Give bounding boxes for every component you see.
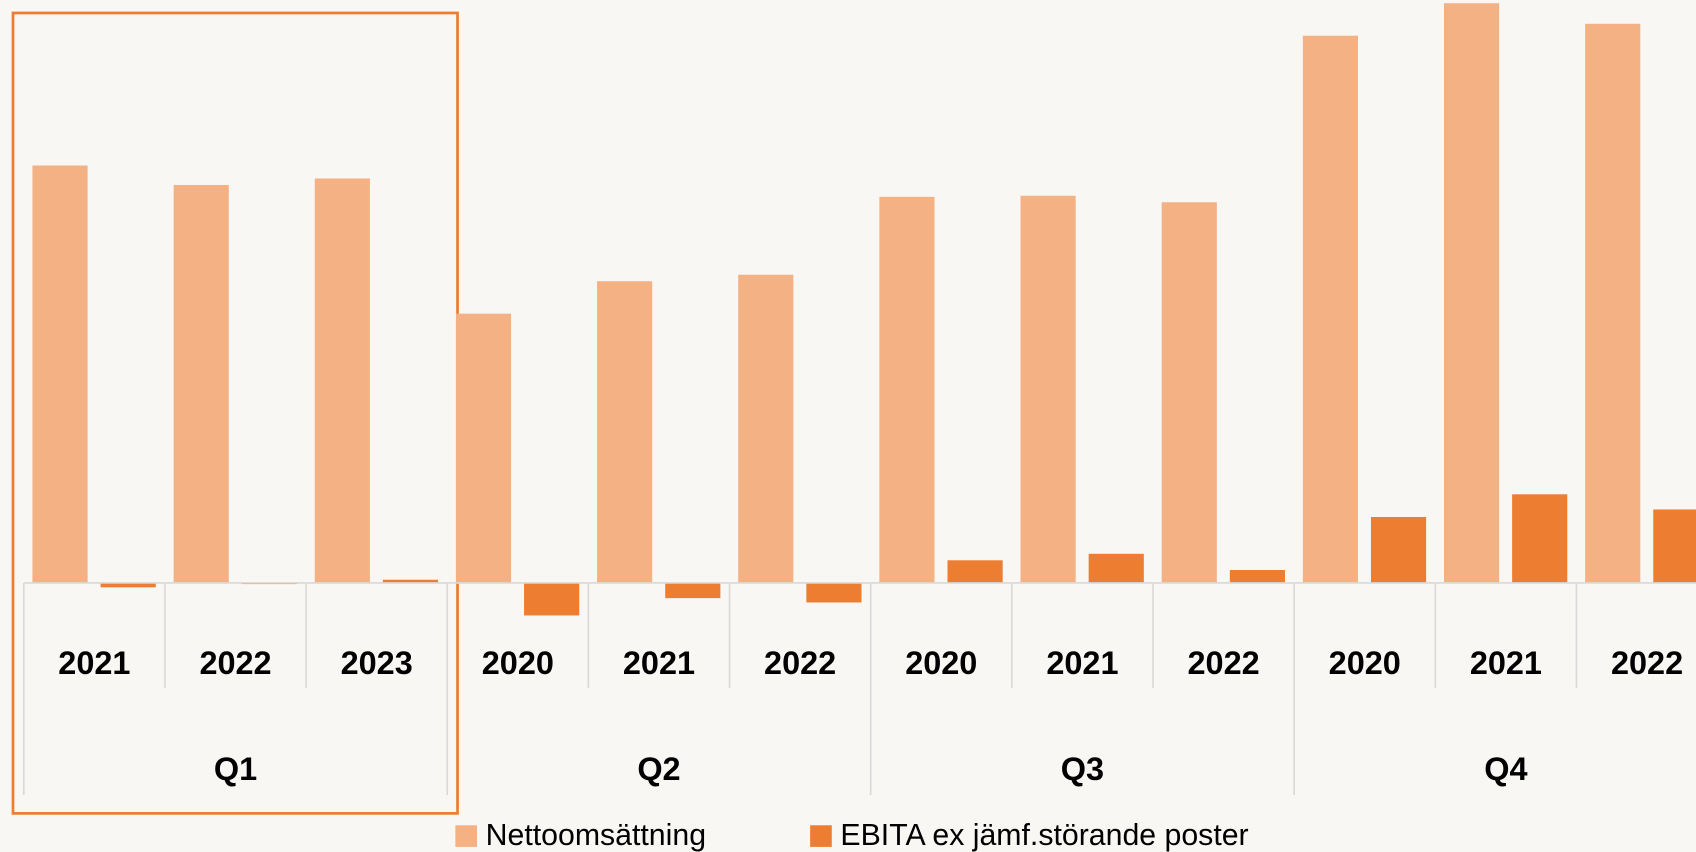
- bar: [1370, 517, 1427, 583]
- bar: [1088, 553, 1144, 583]
- x-tick-label: 2023: [341, 645, 413, 681]
- legend-label: Nettoomsättning: [486, 819, 706, 852]
- bar: [32, 165, 88, 583]
- bar: [1229, 570, 1285, 583]
- bar: [1020, 195, 1076, 583]
- legend-swatch: [810, 825, 832, 847]
- bar: [100, 582, 156, 588]
- legend-swatch: [455, 825, 478, 847]
- bar: [947, 560, 1003, 583]
- group-label: Q4: [1484, 751, 1527, 787]
- bar: [1443, 3, 1500, 583]
- x-tick-label: 2022: [764, 645, 836, 681]
- bar: [455, 313, 512, 583]
- group-label: Q2: [637, 751, 680, 787]
- bar: [597, 281, 653, 583]
- x-tick-label: 2022: [1188, 645, 1260, 681]
- bar: [1302, 35, 1358, 583]
- bar: [382, 579, 439, 583]
- x-tick-label: 2021: [1470, 645, 1542, 681]
- bar: [1161, 202, 1217, 583]
- x-tick-label: 2022: [199, 645, 271, 681]
- bar: [665, 582, 721, 599]
- bar: [173, 184, 229, 583]
- x-tick-label: 2021: [1046, 645, 1118, 681]
- bar: [524, 582, 580, 616]
- legend-label: EBITA ex jämf.störande poster: [840, 819, 1248, 852]
- x-tick-label: 2020: [1329, 645, 1401, 681]
- x-tick-label: 2021: [58, 645, 130, 681]
- x-tick-label: 2020: [905, 645, 977, 681]
- bar: [1585, 23, 1641, 583]
- bar: [738, 274, 794, 583]
- bar: [1653, 509, 1696, 583]
- bar: [314, 178, 370, 583]
- x-tick-label: 2020: [482, 645, 554, 681]
- group-label: Q1: [214, 751, 257, 787]
- bar: [1512, 494, 1568, 583]
- group-label: Q3: [1061, 751, 1104, 787]
- bar: [879, 196, 935, 583]
- bar: [806, 582, 862, 603]
- x-tick-label: 2021: [623, 645, 695, 681]
- x-tick-label: 2022: [1611, 645, 1683, 681]
